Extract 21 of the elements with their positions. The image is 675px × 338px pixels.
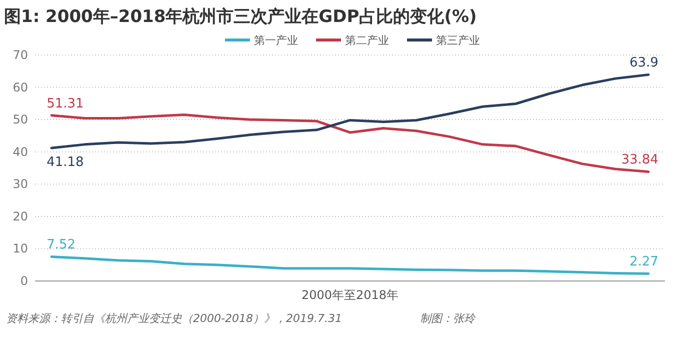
y-tick-label: 60 [12,80,28,94]
chart-title: 图1: 2000年–2018年杭州市三次产业在GDP占比的变化(%) [4,7,477,27]
data-label: 41.18 [46,155,84,170]
y-tick-label: 20 [12,209,28,224]
data-label: 33.84 [621,152,658,168]
data-label: 7.52 [46,238,76,253]
data-label: 51.31 [46,96,84,112]
y-tick-label: 50 [12,112,28,127]
y-tick-label: 10 [12,242,28,256]
y-tick-label: 30 [12,177,28,192]
data-label: 2.27 [629,254,658,270]
data-label: 63.9 [629,56,658,71]
y-tick-label: 0 [20,274,28,288]
text: 资料来源：转引自《杭州产业变迁史（2000-2018）》，2019.7.31 [6,312,342,325]
legend-label: 第三产业 [436,34,480,47]
legend-label: 第一产业 [254,34,298,47]
x-axis-title: 2000年至2018年 [301,288,399,302]
y-tick-label: 70 [12,48,28,62]
y-tick-label: 40 [12,144,28,159]
legend-label: 第二产业 [345,34,389,47]
text: 制图：张玲 [420,312,476,325]
